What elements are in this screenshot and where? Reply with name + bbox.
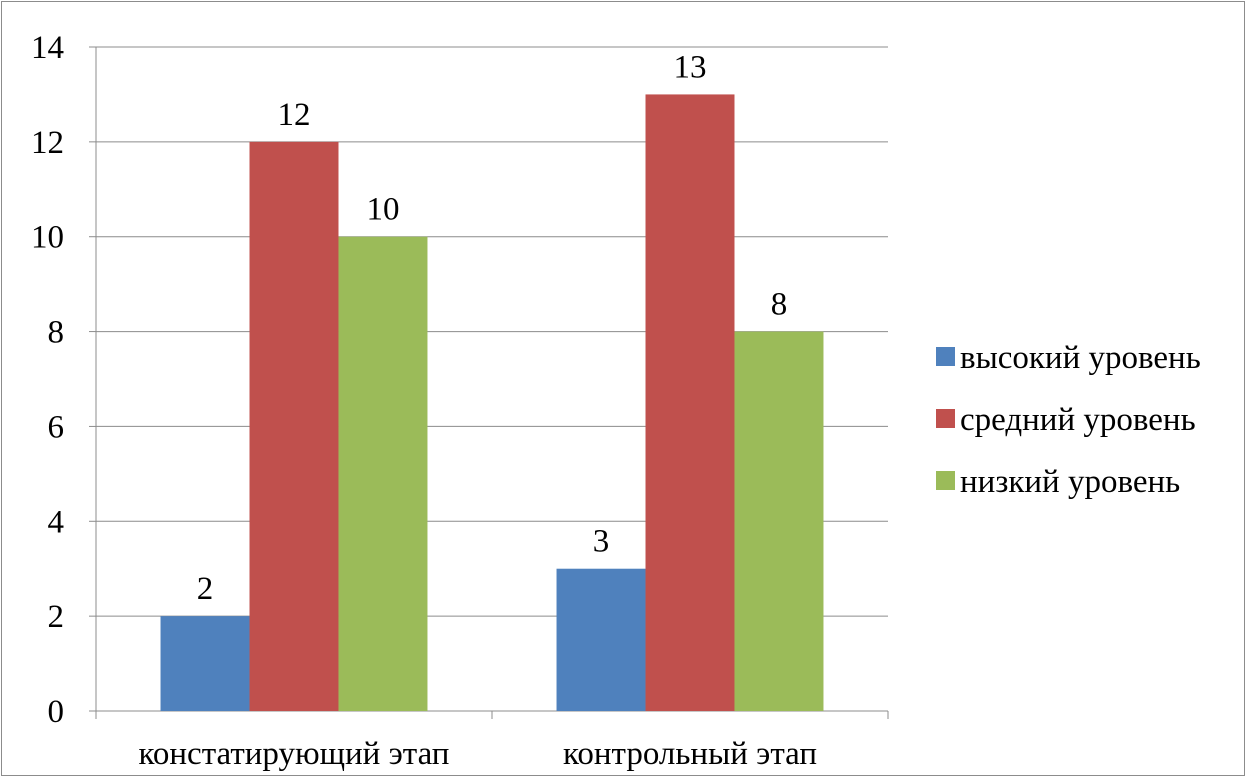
bar [249, 141, 339, 711]
bar [645, 94, 735, 711]
data-label: 8 [771, 287, 788, 323]
y-tick-label: 0 [48, 694, 65, 730]
axes: 0 2 4 6 8 10 12 14 констатирующий этап контрольны… [31, 30, 889, 772]
legend-label: средний уровень [960, 402, 1196, 438]
y-tick-label: 4 [48, 504, 65, 540]
data-label: 2 [197, 571, 214, 607]
y-tick-label: 2 [48, 599, 65, 635]
bar [556, 568, 646, 711]
legend: высокий уровень средний уровень низкий уро… [936, 340, 1201, 500]
data-label: 13 [674, 49, 707, 85]
x-category-label: констатирующий этап [139, 736, 450, 772]
y-tick-label: 12 [31, 125, 64, 161]
legend-label: низкий уровень [960, 464, 1180, 500]
data-label: 10 [366, 192, 399, 228]
x-category-label: контрольный этап [563, 736, 817, 772]
y-tick-label: 10 [31, 220, 64, 256]
data-label: 12 [278, 97, 311, 133]
bars [160, 94, 824, 711]
data-label: 3 [593, 524, 610, 560]
y-tick-label: 14 [31, 30, 64, 66]
y-tick-label: 6 [48, 409, 65, 445]
bar [734, 331, 824, 711]
bar [338, 236, 428, 711]
legend-swatch [936, 409, 955, 428]
legend-swatch [936, 471, 955, 490]
legend-label: высокий уровень [960, 340, 1201, 376]
data-labels: 2 12 10 3 13 8 [197, 49, 787, 607]
y-tick-label: 8 [48, 315, 65, 351]
legend-swatch [936, 347, 955, 366]
bar [160, 616, 250, 711]
gridlines [96, 46, 888, 617]
